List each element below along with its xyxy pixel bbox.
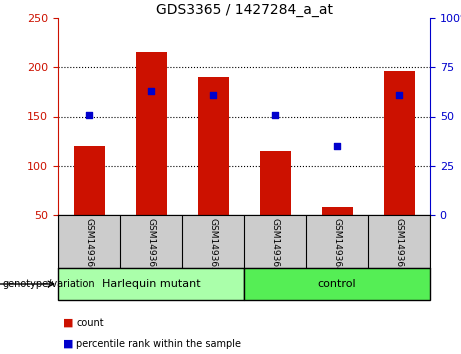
Text: Harlequin mutant: Harlequin mutant bbox=[102, 279, 201, 289]
Text: ■: ■ bbox=[63, 318, 73, 328]
Bar bbox=[244, 268, 430, 300]
Point bbox=[396, 92, 403, 98]
Text: ■: ■ bbox=[63, 339, 73, 349]
Text: GSM149363: GSM149363 bbox=[271, 218, 279, 273]
Point bbox=[148, 88, 155, 94]
Text: genotype/variation: genotype/variation bbox=[2, 279, 95, 289]
Text: GSM149362: GSM149362 bbox=[208, 218, 218, 272]
Bar bbox=[136, 52, 166, 215]
Point bbox=[272, 112, 279, 118]
Point bbox=[333, 143, 341, 149]
Text: count: count bbox=[77, 318, 104, 328]
Point bbox=[85, 112, 93, 118]
Bar bbox=[260, 151, 290, 215]
Bar bbox=[321, 207, 353, 215]
Bar bbox=[58, 268, 244, 300]
Text: GSM149364: GSM149364 bbox=[332, 218, 342, 272]
Bar bbox=[197, 77, 229, 215]
Text: GSM149365: GSM149365 bbox=[395, 218, 403, 273]
Point bbox=[209, 92, 217, 98]
Bar bbox=[73, 146, 105, 215]
Bar bbox=[384, 71, 414, 215]
Text: control: control bbox=[318, 279, 356, 289]
Text: GSM149360: GSM149360 bbox=[84, 218, 94, 273]
Text: GSM149361: GSM149361 bbox=[147, 218, 155, 273]
Text: percentile rank within the sample: percentile rank within the sample bbox=[77, 339, 242, 349]
Title: GDS3365 / 1427284_a_at: GDS3365 / 1427284_a_at bbox=[155, 3, 332, 17]
